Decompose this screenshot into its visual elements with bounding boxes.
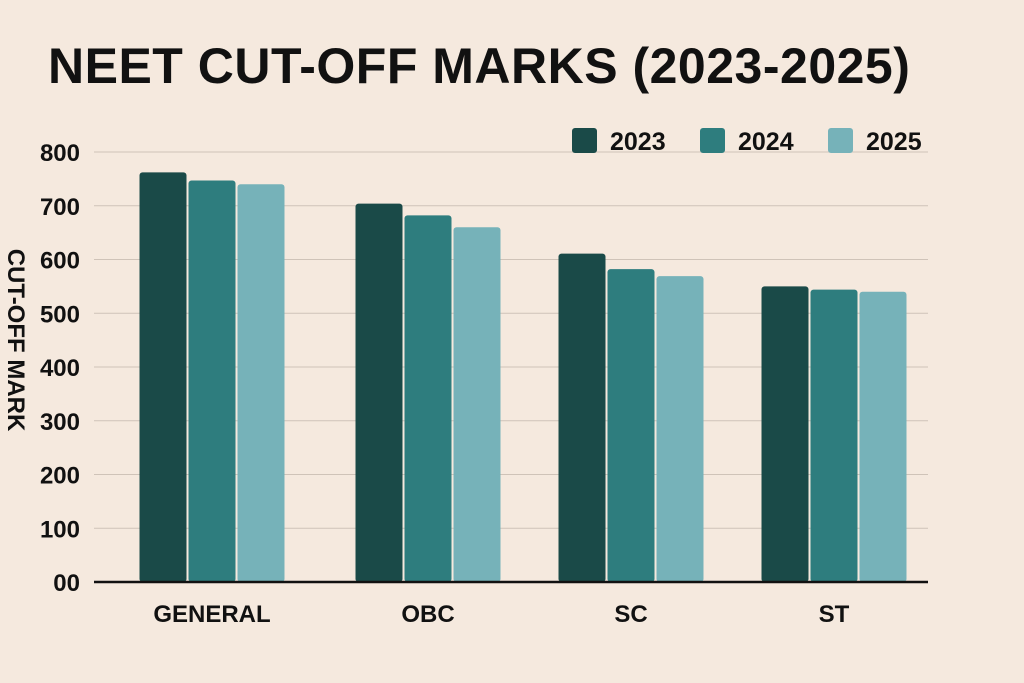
bars: [139, 172, 907, 583]
y-tick-label: 800: [40, 140, 80, 167]
x-category-label: GENERAL: [153, 601, 270, 628]
bar-sc-2024: [607, 269, 655, 582]
bar-st-2025: [859, 291, 907, 582]
y-tick-label: 200: [40, 463, 80, 490]
bar-obc-2023: [355, 203, 403, 582]
legend-label-2025: 2025: [866, 128, 922, 156]
bar-st-2024: [810, 289, 858, 582]
bar-st-2023: [761, 286, 809, 582]
y-tick-label: 700: [40, 194, 80, 221]
legend-swatch-2024: [700, 128, 725, 153]
y-tick-labels: 00 100 200 300 400 500 600 700 800: [40, 140, 80, 597]
chart-title: NEET CUT-OFF MARKS (2023-2025): [48, 38, 911, 94]
y-tick-label: 400: [40, 355, 80, 382]
legend-label-2024: 2024: [738, 128, 794, 156]
bar-general-2024: [188, 180, 236, 583]
legend-swatch-2025: [828, 128, 853, 153]
legend-label-2023: 2023: [610, 128, 666, 156]
bar-obc-2024: [404, 215, 452, 583]
legend-swatch-2023: [572, 128, 597, 153]
category-labels: GENERAL OBC SC ST: [153, 601, 849, 628]
y-tick-label: 500: [40, 301, 80, 328]
x-category-label: OBC: [401, 601, 454, 628]
bar-general-2025: [237, 184, 285, 582]
y-tick-label: 100: [40, 516, 80, 543]
bar-sc-2023: [558, 253, 606, 582]
y-tick-label: 600: [40, 248, 80, 275]
legend: 2023 2024 2025: [572, 128, 922, 156]
y-tick-label: 300: [40, 409, 80, 436]
bar-obc-2025: [453, 227, 501, 582]
y-axis-title: CUT-OFF MARK: [2, 249, 29, 432]
x-category-label: SC: [614, 601, 647, 628]
y-tick-label: 00: [53, 570, 80, 597]
x-category-label: ST: [819, 601, 850, 628]
y-axis-title-group: CUT-OFF MARK: [2, 249, 29, 432]
bar-sc-2025: [656, 276, 704, 582]
bar-general-2023: [139, 172, 187, 583]
